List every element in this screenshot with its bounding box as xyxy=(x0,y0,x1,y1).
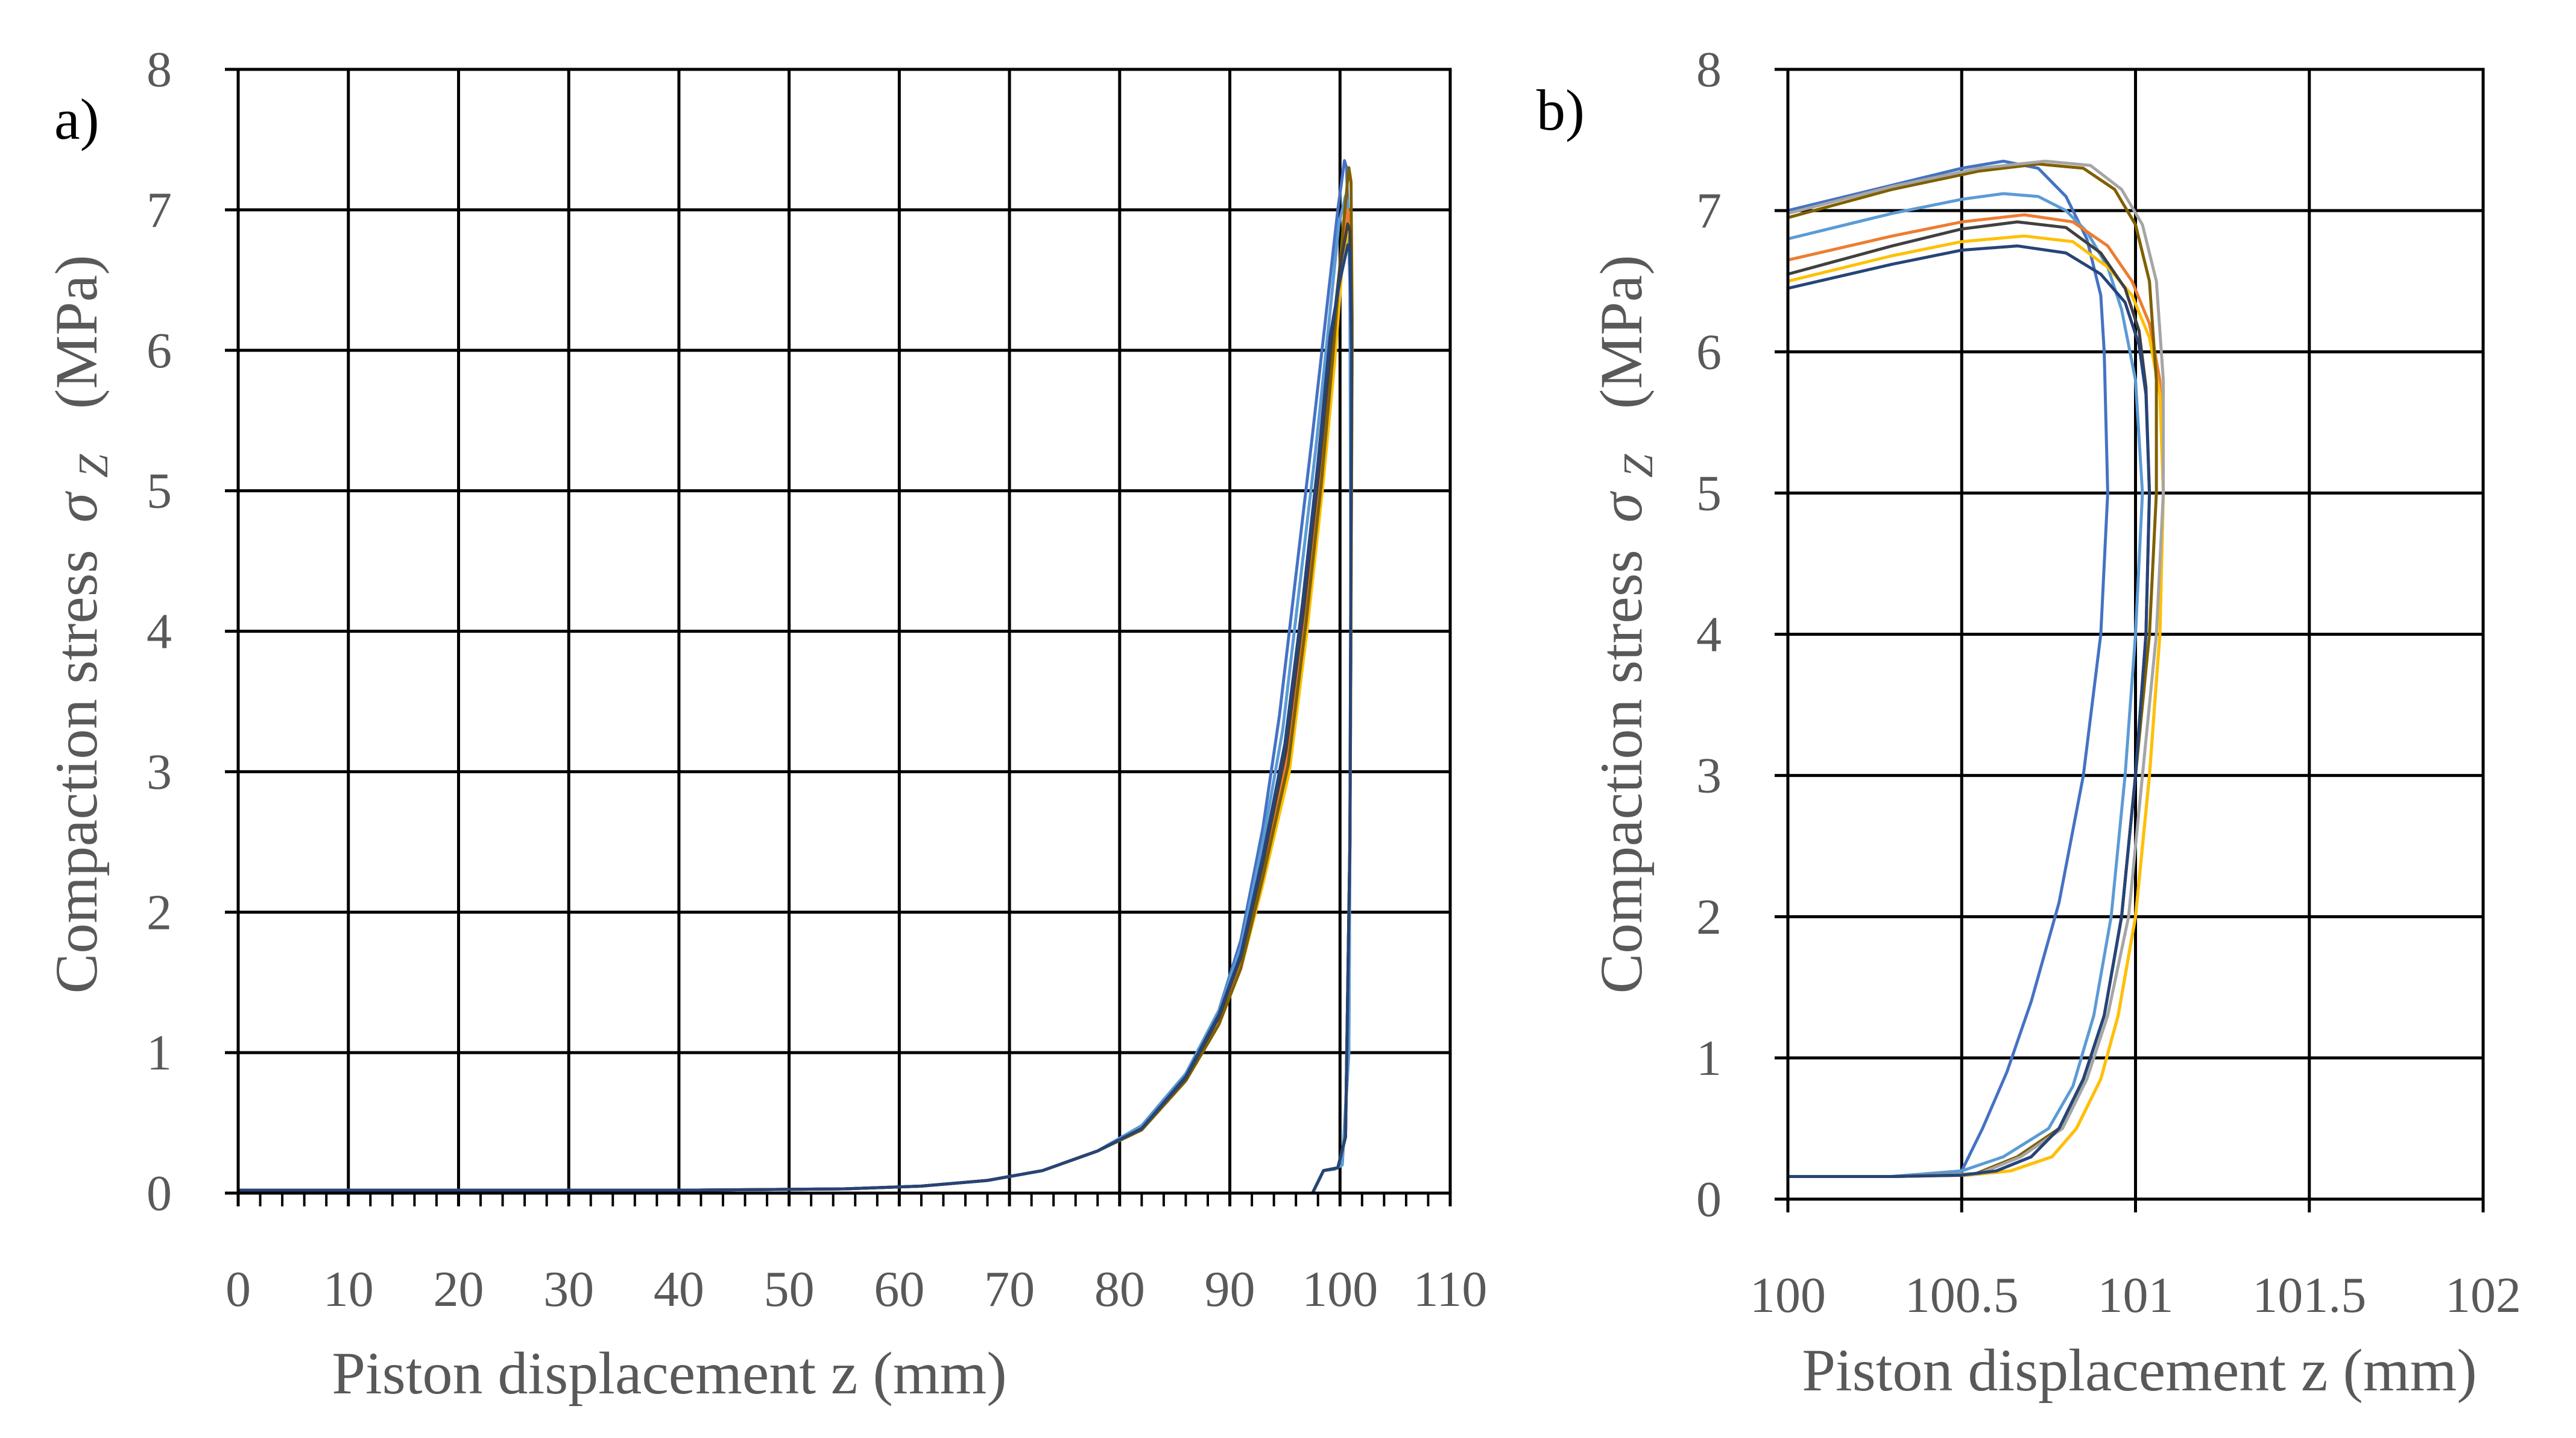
panel-a-y-axis-title-symbol: σ xyxy=(43,490,110,522)
panel-a-chart: 0 10 20 30 40 50 60 70 80 90 100 110 0 1 2 3 4 5 6 7 8 a) P… xyxy=(43,42,1487,1407)
panel-b-y-tick-label: 8 xyxy=(1696,42,1722,98)
panel-b-x-tick-label: 100 xyxy=(1750,1267,1826,1323)
panel-a-y-tick-label: 3 xyxy=(147,744,172,800)
panel-a-y-axis-title-main: Compaction stress xyxy=(43,550,110,993)
panel-b-label: b) xyxy=(1536,78,1585,142)
panel-b-y-axis-title: Compaction stress σ Z (MPa) xyxy=(1588,255,1665,994)
panel-a-x-tick-label: 20 xyxy=(433,1261,484,1317)
panel-b-x-axis-title: Piston displacement z (mm) xyxy=(1802,1337,2477,1404)
panel-a-x-tick-label: 80 xyxy=(1094,1261,1145,1317)
panel-b-y-tick-label: 4 xyxy=(1696,607,1722,663)
panel-b-y-axis-title-subscript: Z xyxy=(1615,454,1662,478)
panel-b-x-tick-label: 100.5 xyxy=(1905,1267,2019,1323)
panel-a-x-tick-label: 10 xyxy=(323,1261,374,1317)
panel-b-y-tick-label: 7 xyxy=(1696,183,1722,239)
panel-a-y-tick-label: 1 xyxy=(147,1025,172,1081)
panel-b-y-tick-label: 0 xyxy=(1696,1171,1722,1227)
panel-a-x-axis-title: Piston displacement z (mm) xyxy=(332,1340,1006,1407)
panel-a-x-tick-label: 100 xyxy=(1302,1261,1378,1317)
panel-b-y-tick-label: 6 xyxy=(1696,324,1722,380)
panel-a-x-tick-label: 30 xyxy=(543,1261,594,1317)
panel-a-series xyxy=(236,159,1354,1195)
panel-a-y-axis-title-subscript: Z xyxy=(71,454,117,478)
panel-a-grid xyxy=(225,68,1452,1206)
panel-b-y-tick-label: 1 xyxy=(1696,1030,1722,1086)
panel-a-y-tick-label: 8 xyxy=(147,42,172,98)
panel-a-y-tick-label: 2 xyxy=(147,884,172,940)
panel-a-series-line-7 xyxy=(236,243,1353,1195)
panel-b-series-line-8 xyxy=(1786,244,2151,1178)
panel-a-x-tick-label: 110 xyxy=(1413,1261,1488,1317)
panel-b-series-line-5 xyxy=(1786,162,2158,1178)
panel-a-x-tick-label: 40 xyxy=(654,1261,704,1317)
panel-a-x-tick-label: 0 xyxy=(226,1261,251,1317)
panel-a-y-tick-labels: 0 1 2 3 4 5 6 7 8 xyxy=(147,42,172,1221)
panel-b-series xyxy=(1786,159,2165,1178)
panel-a-y-tick-label: 7 xyxy=(147,182,172,238)
panel-b-y-tick-labels: 0 1 2 3 4 5 6 7 8 xyxy=(1696,42,1722,1227)
panel-b-y-axis-title-main: Compaction stress xyxy=(1588,550,1655,993)
panel-a-y-tick-label: 5 xyxy=(147,463,172,519)
panel-b-series-line-1 xyxy=(1786,159,2109,1178)
panel-b-chart: 100 100.5 101 101.5 102 0 1 2 3 4 5 6 7 8 b) Piston … xyxy=(1536,42,2521,1404)
panel-a-label: a) xyxy=(54,87,99,151)
panel-a-y-tick-label: 6 xyxy=(147,323,172,379)
panel-a-y-axis-title: Compaction stress σ Z (MPa) xyxy=(43,255,121,994)
panel-b-series-line-6 xyxy=(1786,159,2165,1178)
panel-b-y-axis-title-unit: (MPa) xyxy=(1588,255,1655,410)
panel-b-series-line-2 xyxy=(1786,192,2144,1178)
panel-b-x-tick-labels: 100 100.5 101 101.5 102 xyxy=(1750,1267,2521,1323)
panel-a-x-tick-label: 50 xyxy=(764,1261,815,1317)
panel-a-plot-frame xyxy=(236,68,1452,1195)
panel-b-y-axis-title-symbol: σ xyxy=(1588,490,1655,522)
panel-b-x-tick-label: 102 xyxy=(2445,1267,2521,1323)
panel-b-plot-frame xyxy=(1786,68,2485,1201)
panel-a-y-tick-label: 4 xyxy=(147,604,172,660)
panel-a-x-tick-label: 60 xyxy=(874,1261,924,1317)
panel-b-series-line-4 xyxy=(1786,234,2165,1178)
panel-b-y-tick-label: 3 xyxy=(1696,748,1722,804)
panel-a-x-tick-labels: 0 10 20 30 40 50 60 70 80 90 100 110 xyxy=(226,1261,1487,1317)
panel-b-y-tick-label: 2 xyxy=(1696,889,1722,945)
panel-b-x-tick-label: 101 xyxy=(2098,1267,2174,1323)
panel-a-x-tick-label: 70 xyxy=(984,1261,1035,1317)
panel-a-y-tick-label: 0 xyxy=(147,1165,172,1221)
panel-b-x-tick-label: 101.5 xyxy=(2252,1267,2366,1323)
panel-a-y-axis-title-unit: (MPa) xyxy=(43,255,110,410)
panel-b-y-tick-label: 5 xyxy=(1696,465,1722,521)
panel-a-x-tick-label: 90 xyxy=(1205,1261,1255,1317)
